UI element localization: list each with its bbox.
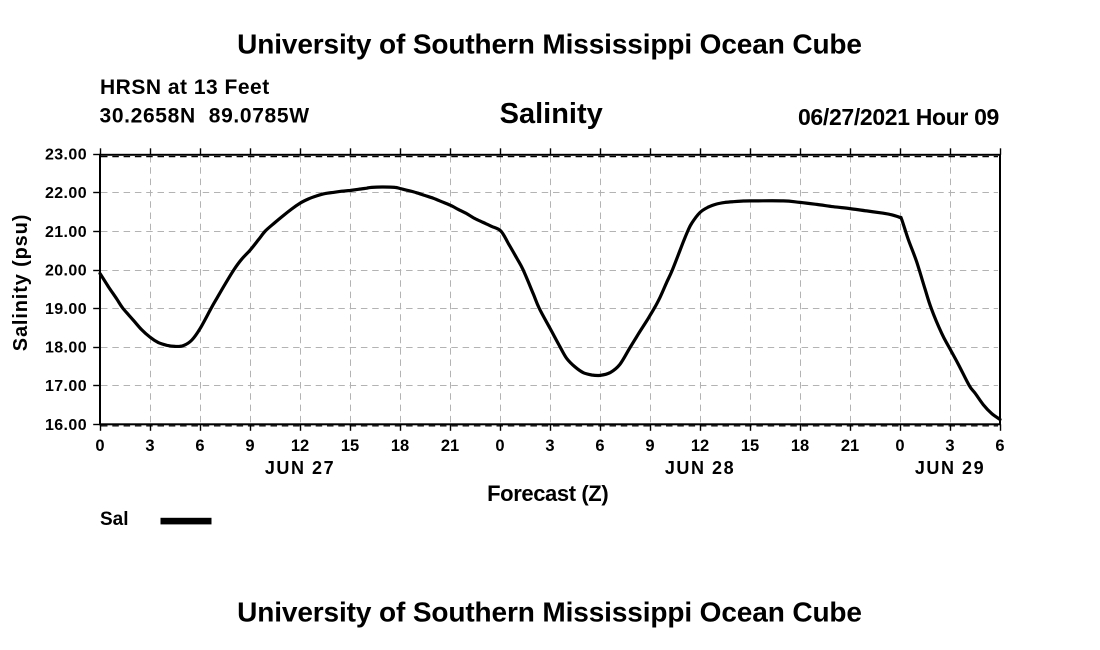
svg-text:20.00: 20.00 <box>45 262 87 279</box>
svg-text:9: 9 <box>645 437 654 455</box>
svg-text:21: 21 <box>441 437 459 455</box>
svg-text:University of Southern Mississ: University of Southern Mississippi Ocean… <box>237 597 862 628</box>
svg-text:06/27/2021 Hour 09: 06/27/2021 Hour 09 <box>798 104 999 130</box>
svg-text:30.2658N 89.0785W: 30.2658N 89.0785W <box>100 105 310 128</box>
svg-text:16.00: 16.00 <box>45 417 87 434</box>
svg-text:JUN 27: JUN 27 <box>265 458 335 478</box>
svg-text:JUN 28: JUN 28 <box>665 458 735 478</box>
svg-text:3: 3 <box>145 437 154 455</box>
svg-text:15: 15 <box>741 437 759 455</box>
svg-text:12: 12 <box>691 437 709 455</box>
svg-text:HRSN at 13 Feet: HRSN at 13 Feet <box>100 76 270 99</box>
svg-text:22.00: 22.00 <box>45 185 87 202</box>
svg-text:Sal: Sal <box>100 509 129 530</box>
svg-text:9: 9 <box>245 437 254 455</box>
svg-text:19.00: 19.00 <box>45 301 87 318</box>
svg-text:Salinity: Salinity <box>500 98 603 130</box>
svg-text:University of Southern Mississ: University of Southern Mississippi Ocean… <box>237 29 862 60</box>
svg-text:21.00: 21.00 <box>45 224 87 241</box>
svg-text:6: 6 <box>595 437 604 455</box>
svg-text:18.00: 18.00 <box>45 340 87 357</box>
svg-text:3: 3 <box>545 437 554 455</box>
svg-text:6: 6 <box>995 437 1004 455</box>
svg-text:21: 21 <box>841 437 859 455</box>
svg-text:Forecast (Z): Forecast (Z) <box>487 481 608 506</box>
svg-text:0: 0 <box>495 437 504 455</box>
svg-text:Salinity (psu): Salinity (psu) <box>10 214 32 351</box>
svg-text:JUN 29: JUN 29 <box>915 458 985 478</box>
svg-text:15: 15 <box>341 437 359 455</box>
svg-text:3: 3 <box>945 437 954 455</box>
svg-text:23.00: 23.00 <box>45 147 87 164</box>
svg-text:0: 0 <box>895 437 904 455</box>
svg-text:12: 12 <box>291 437 309 455</box>
svg-text:18: 18 <box>791 437 809 455</box>
svg-text:6: 6 <box>195 437 204 455</box>
svg-text:18: 18 <box>391 437 409 455</box>
svg-text:0: 0 <box>95 437 104 455</box>
svg-text:17.00: 17.00 <box>45 378 87 395</box>
